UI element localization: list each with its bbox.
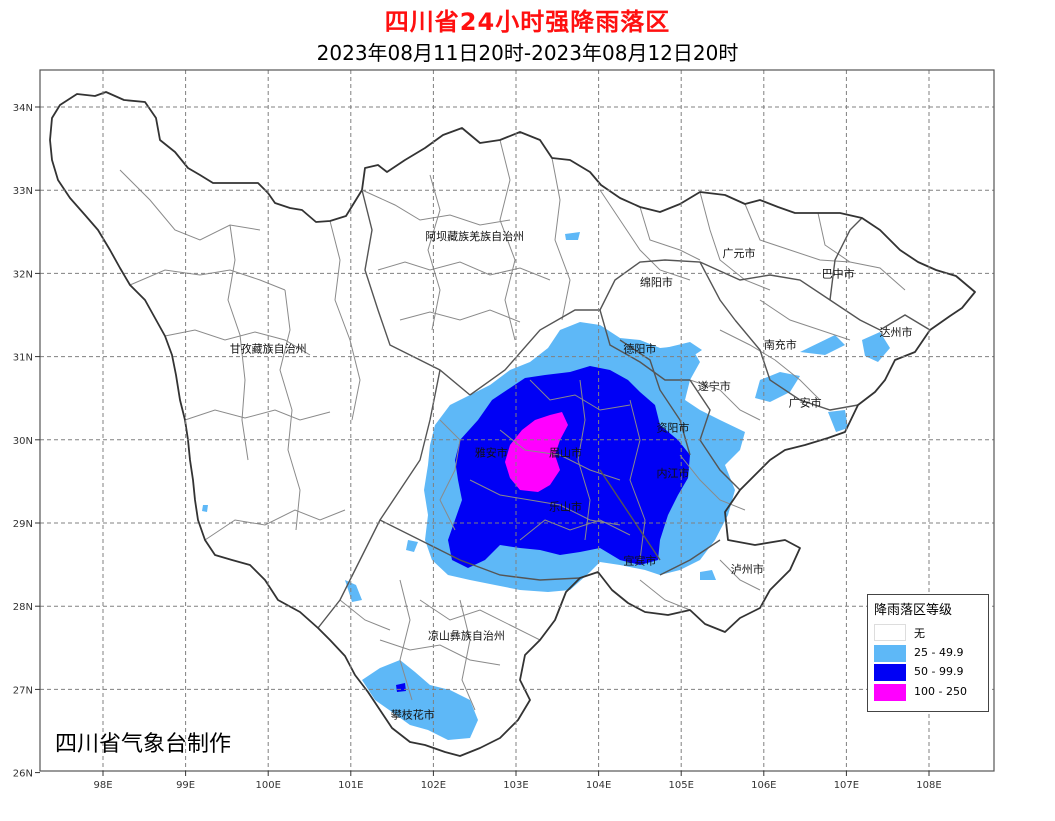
lat-tick-label: 28N [13, 602, 33, 613]
lon-tick-label: 98E [93, 780, 112, 791]
lon-tick-label: 103E [503, 780, 528, 791]
place-label: 雅安市 [475, 445, 508, 459]
place-label: 遂宁市 [698, 379, 731, 393]
lon-tick-label: 99E [176, 780, 195, 791]
legend-label: 100 - 250 [914, 685, 967, 698]
lat-tick-label: 26N [13, 769, 33, 780]
legend: 降雨落区等级 无 25 - 49.9 50 - 99.9 100 - 250 [867, 594, 989, 712]
lat-tick-label: 34N [13, 103, 33, 114]
legend-label: 25 - 49.9 [914, 646, 964, 659]
lon-tick-label: 106E [751, 780, 776, 791]
lon-tick-label: 101E [338, 780, 363, 791]
map-frame [39, 69, 995, 772]
place-label: 眉山市 [549, 445, 582, 459]
place-label: 攀枝花市 [391, 708, 435, 722]
legend-label: 50 - 99.9 [914, 665, 964, 678]
place-label: 甘孜藏族自治州 [230, 341, 307, 355]
place-label: 南充市 [764, 337, 797, 351]
lat-tick-label: 32N [13, 269, 33, 280]
axis-ticks: 98E 99E 100E 101E 102E 103E 104E 105E 106E 107E 10… [13, 103, 942, 791]
lat-tick-label: 27N [13, 685, 33, 696]
rainfall-areas [202, 232, 890, 740]
lon-tick-label: 102E [421, 780, 446, 791]
lat-tick-label: 33N [13, 186, 33, 197]
place-label: 德阳市 [623, 341, 656, 355]
lat-tick-label: 30N [13, 436, 33, 447]
legend-swatch [874, 664, 906, 681]
map-subtitle: 2023年08月11日20时-2023年08月12日20时 [316, 41, 739, 65]
lon-tick-label: 107E [834, 780, 859, 791]
lat-tick-label: 31N [13, 353, 33, 364]
legend-title: 降雨落区等级 [874, 603, 953, 618]
place-label: 绵阳市 [640, 275, 673, 289]
credit-text: 四川省气象台制作 [55, 732, 232, 757]
legend-label: 无 [914, 627, 925, 640]
boundary-lines [49, 91, 976, 757]
place-label: 乐山市 [549, 500, 582, 514]
legend-swatch [874, 645, 906, 662]
place-label: 泸州市 [731, 562, 764, 576]
place-label: 广元市 [723, 246, 756, 260]
graticule [40, 70, 994, 771]
place-label: 巴中市 [822, 267, 855, 281]
place-label: 凉山彝族自治州 [428, 628, 505, 642]
lon-tick-label: 100E [255, 780, 280, 791]
lon-tick-label: 104E [586, 780, 611, 791]
place-label: 达州市 [879, 325, 912, 339]
place-label: 阿坝藏族羌族自治州 [425, 229, 524, 243]
legend-swatch [874, 684, 906, 701]
map-title: 四川省24小时强降雨落区 [384, 8, 671, 36]
place-label: 资阳市 [656, 420, 689, 434]
place-label: 广安市 [789, 396, 822, 410]
lat-tick-label: 29N [13, 519, 33, 530]
place-label: 宜宾市 [623, 554, 656, 568]
lon-tick-label: 105E [668, 780, 693, 791]
place-label: 内江市 [656, 466, 689, 480]
legend-swatch [874, 624, 906, 641]
lon-tick-label: 108E [916, 780, 941, 791]
